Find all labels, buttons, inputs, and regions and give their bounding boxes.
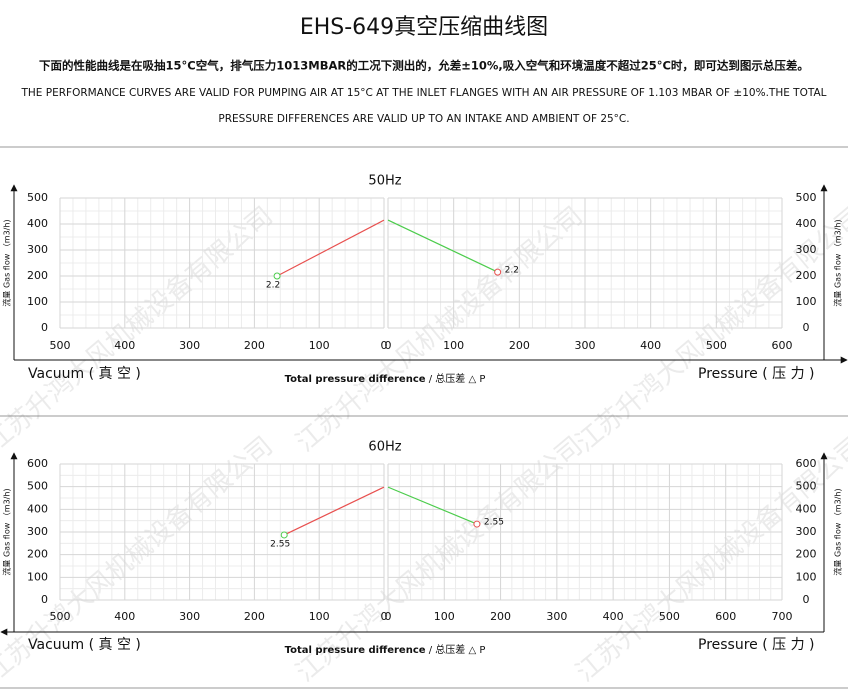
x-tick-label: 600 bbox=[715, 610, 736, 623]
x-tick-label: 200 bbox=[509, 339, 530, 352]
curve bbox=[387, 219, 498, 273]
x-axis-label: Total pressure difference / 总压差 △ P bbox=[285, 643, 486, 656]
y-tick-label: 300 bbox=[27, 243, 48, 256]
x-tick-label: 300 bbox=[546, 610, 567, 623]
x-tick-label: 500 bbox=[50, 610, 71, 623]
x-tick-label: 700 bbox=[772, 610, 793, 623]
y-tick-label: 0 bbox=[41, 593, 48, 606]
y-axis-label: 流量 Gas flow （m3/h) bbox=[833, 219, 843, 306]
x-tick-label: 200 bbox=[244, 610, 265, 623]
x-tick-label: 0 bbox=[385, 610, 392, 623]
y-axis-label: 流量 Gas flow （m3/h) bbox=[833, 488, 843, 575]
x-tick-label: 200 bbox=[244, 339, 265, 352]
y-tick-label: 500 bbox=[27, 480, 48, 493]
y-tick-label: 100 bbox=[27, 295, 48, 308]
y-tick-label: 500 bbox=[27, 191, 48, 204]
x-tick-label: 100 bbox=[309, 339, 330, 352]
y-tick-label: 100 bbox=[796, 295, 817, 308]
note-en: THE PERFORMANCE CURVES ARE VALID FOR PUM… bbox=[20, 87, 826, 99]
x-axis-label-rest: / 总压差 △ P bbox=[429, 643, 486, 656]
curve bbox=[276, 219, 385, 277]
y-tick-label: 0 bbox=[803, 321, 810, 334]
side-label: Pressure ( 压 力 ) bbox=[698, 637, 815, 653]
y-tick-label: 600 bbox=[27, 457, 48, 470]
watermark: 江苏升鸿大风机械设备有限公司 bbox=[291, 201, 589, 458]
x-tick-label: 0 bbox=[381, 610, 388, 623]
point-label: 2.55 bbox=[484, 518, 504, 528]
y-tick-label: 0 bbox=[41, 321, 48, 334]
x-tick-label: 100 bbox=[309, 610, 330, 623]
x-tick-label: 0 bbox=[381, 339, 388, 352]
x-tick-label: 400 bbox=[114, 339, 135, 352]
y-tick-label: 200 bbox=[27, 548, 48, 561]
y-axis-label: 流量 Gas flow （m3/h) bbox=[2, 219, 12, 306]
end-point bbox=[273, 272, 281, 280]
x-tick-label: 500 bbox=[659, 610, 680, 623]
x-tick-label: 400 bbox=[640, 339, 661, 352]
end-point bbox=[473, 520, 481, 528]
y-tick-label: 200 bbox=[796, 548, 817, 561]
y-tick-label: 300 bbox=[27, 525, 48, 538]
x-axis-label-rest: / 总压差 △ P bbox=[429, 372, 486, 385]
y-tick-label: 500 bbox=[796, 191, 817, 204]
chart-title: 60Hz bbox=[368, 440, 401, 455]
point-label: 2.2 bbox=[266, 281, 280, 291]
x-tick-label: 100 bbox=[443, 339, 464, 352]
y-tick-label: 400 bbox=[27, 217, 48, 230]
x-tick-label: 200 bbox=[490, 610, 511, 623]
x-tick-label: 300 bbox=[179, 610, 200, 623]
x-tick-label: 500 bbox=[50, 339, 71, 352]
y-tick-label: 400 bbox=[796, 502, 817, 515]
end-point bbox=[280, 531, 288, 539]
chart-title: 50Hz bbox=[368, 174, 401, 189]
y-axis-label: 流量 Gas flow （m3/h) bbox=[2, 488, 12, 575]
y-tick-label: 0 bbox=[803, 593, 810, 606]
point-label: 2.2 bbox=[505, 266, 519, 276]
x-tick-label: 400 bbox=[114, 610, 135, 623]
x-tick-label: 300 bbox=[575, 339, 596, 352]
y-tick-label: 200 bbox=[27, 269, 48, 282]
y-tick-label: 300 bbox=[796, 525, 817, 538]
y-tick-label: 400 bbox=[27, 502, 48, 515]
curve bbox=[283, 486, 385, 536]
x-axis-label-bold: Total pressure difference bbox=[285, 374, 426, 385]
y-tick-label: 100 bbox=[796, 570, 817, 583]
note-en: PRESSURE DIFFERENCES ARE VALID UP TO AN … bbox=[218, 113, 629, 125]
side-label: Vacuum ( 真 空 ) bbox=[28, 637, 141, 653]
x-tick-label: 300 bbox=[179, 339, 200, 352]
x-tick-label: 100 bbox=[434, 610, 455, 623]
page-title: EHS-649真空压缩曲线图 bbox=[300, 15, 548, 40]
y-tick-label: 100 bbox=[27, 570, 48, 583]
x-tick-label: 600 bbox=[772, 339, 793, 352]
side-label: Vacuum ( 真 空 ) bbox=[28, 366, 141, 382]
curve bbox=[387, 486, 478, 525]
x-tick-label: 400 bbox=[603, 610, 624, 623]
x-tick-label: 500 bbox=[706, 339, 727, 352]
x-tick-label: 0 bbox=[385, 339, 392, 352]
y-tick-label: 200 bbox=[796, 269, 817, 282]
y-tick-label: 300 bbox=[796, 243, 817, 256]
point-label: 2.55 bbox=[270, 539, 290, 549]
note-cn: 下面的性能曲线是在吸抽15°C空气，排气压力1013MBAR的工况下测出的，允差… bbox=[39, 59, 809, 73]
x-axis-label: Total pressure difference / 总压差 △ P bbox=[285, 372, 486, 385]
y-tick-label: 400 bbox=[796, 217, 817, 230]
side-label: Pressure ( 压 力 ) bbox=[698, 366, 815, 382]
x-axis-label-bold: Total pressure difference bbox=[285, 645, 426, 656]
end-point bbox=[494, 268, 502, 276]
y-tick-label: 600 bbox=[796, 457, 817, 470]
y-tick-label: 500 bbox=[796, 480, 817, 493]
